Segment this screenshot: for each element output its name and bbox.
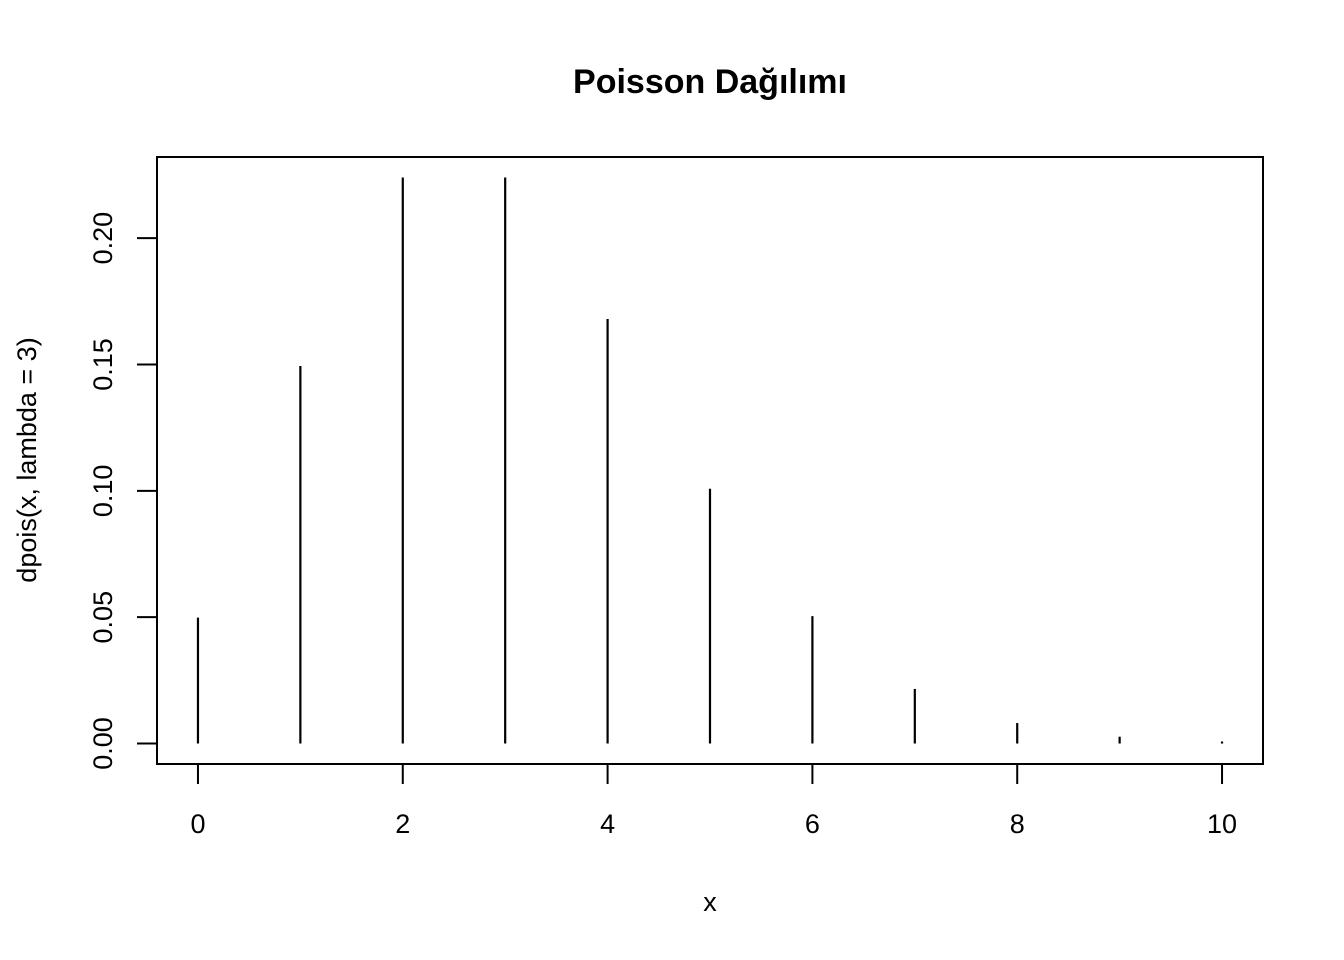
- x-tick-label-2: 2: [395, 809, 410, 839]
- bar-layer: [196, 177, 1224, 744]
- y-tick-label-0.20: 0.20: [88, 212, 118, 265]
- x-tick-label-10: 10: [1207, 809, 1237, 839]
- y-tick-label-0.15: 0.15: [88, 338, 118, 391]
- x-tick-label-4: 4: [600, 809, 615, 839]
- y-tick-label-0.00: 0.00: [88, 717, 118, 770]
- x-tick-label-8: 8: [1010, 809, 1025, 839]
- chart-title: Poisson Dağılımı: [573, 63, 847, 101]
- y-tick-label-0.10: 0.10: [88, 465, 118, 518]
- y-axis: 0.00 0.05 0.10 0.15 0.20: [88, 212, 158, 770]
- x-axis: 0 2 4 6 8 10: [190, 763, 1237, 839]
- y-tick-label-0.05: 0.05: [88, 591, 118, 644]
- x-tick-label-0: 0: [190, 809, 205, 839]
- x-tick-label-6: 6: [805, 809, 820, 839]
- x-axis-label: x: [703, 887, 717, 917]
- y-axis-label: dpois(x, lambda = 3): [12, 337, 42, 582]
